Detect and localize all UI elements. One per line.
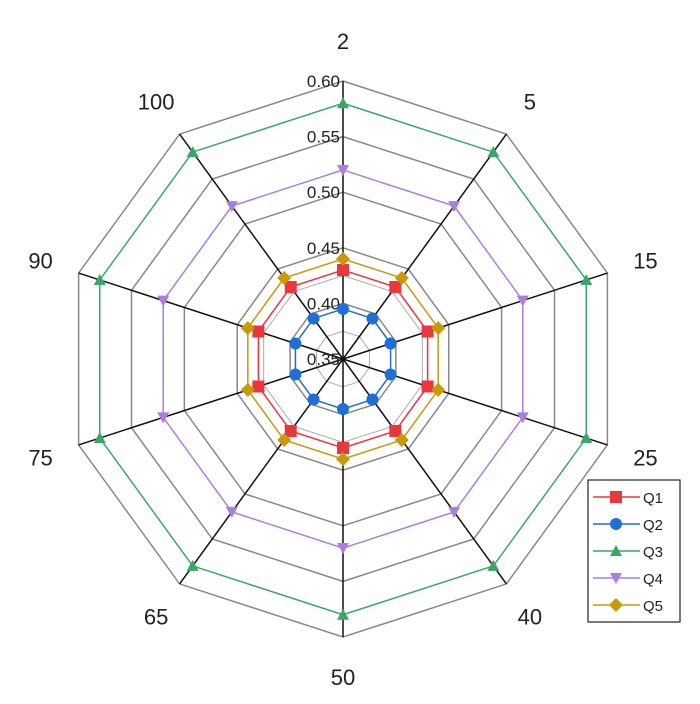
marker-square: [389, 281, 402, 294]
marker-diamond: [336, 452, 350, 467]
series-Q3: [93, 97, 593, 620]
category-label: 75: [28, 445, 52, 470]
marker-triangle-up: [580, 432, 593, 444]
marker-triangle-down: [157, 412, 170, 424]
marker-circle: [610, 518, 622, 530]
legend-label: Q4: [643, 571, 663, 588]
category-label: 65: [144, 604, 168, 629]
marker-circle: [289, 337, 302, 350]
marker-circle: [307, 312, 320, 325]
marker-circle: [366, 312, 379, 325]
marker-triangle-down: [516, 412, 529, 424]
legend-label: Q3: [643, 544, 663, 561]
marker-diamond: [240, 382, 255, 397]
legend: Q1 Q2 Q3 Q4 Q5: [587, 479, 681, 623]
marker-triangle-down: [448, 201, 461, 213]
r-tick-label: 0.60: [307, 72, 340, 91]
axis-spoke: [178, 358, 344, 585]
marker-triangle-down: [610, 573, 622, 584]
marker-triangle-down: [225, 506, 238, 518]
marker-triangle-down: [337, 164, 349, 176]
marker-triangle-up: [487, 559, 500, 571]
axis-spoke: [342, 358, 508, 585]
marker-square: [421, 380, 434, 393]
marker-diamond: [394, 432, 409, 447]
marker-diamond: [277, 432, 292, 447]
marker-diamond: [277, 271, 292, 286]
legend-label: Q1: [643, 490, 663, 507]
marker-square: [284, 424, 297, 437]
marker-circle: [289, 368, 302, 381]
marker-triangle-up: [487, 146, 500, 158]
marker-square: [284, 281, 297, 294]
r-tick-label: 0.40: [307, 294, 340, 313]
series-Q4: [157, 164, 529, 555]
marker-triangle-down: [225, 201, 238, 213]
marker-triangle-down: [337, 543, 349, 555]
marker-diamond: [394, 271, 409, 286]
axis-spoke: [78, 358, 344, 446]
marker-diamond: [431, 321, 446, 336]
marker-circle: [384, 368, 397, 381]
category-label: 40: [518, 604, 542, 629]
marker-diamond: [336, 251, 350, 266]
marker-triangle-up: [580, 273, 593, 285]
marker-triangle-up: [186, 146, 199, 158]
marker-triangle-up: [93, 273, 106, 285]
axis-spoke: [342, 358, 608, 446]
r-tick-label: 0.50: [307, 183, 340, 202]
marker-circle: [366, 393, 379, 406]
marker-square: [389, 424, 402, 437]
r-tick-label: 0.55: [307, 128, 340, 147]
marker-square: [337, 264, 349, 277]
marker-circle: [384, 337, 397, 350]
category-label: 90: [28, 249, 52, 274]
category-label: 25: [633, 445, 657, 470]
marker-square: [421, 325, 434, 338]
marker-circle: [337, 403, 349, 416]
marker-diamond: [240, 321, 255, 336]
marker-triangle-up: [337, 97, 349, 109]
marker-diamond: [431, 382, 446, 397]
r-tick-label: 0.45: [307, 239, 340, 258]
marker-triangle-up: [610, 545, 622, 556]
axis-spoke: [78, 272, 344, 360]
axis-spoke: [342, 133, 508, 360]
category-label: 15: [633, 249, 657, 274]
marker-triangle-down: [157, 295, 170, 307]
series-Q2: [289, 302, 397, 416]
marker-diamond: [609, 598, 623, 612]
category-label: 50: [331, 665, 355, 690]
marker-square: [252, 325, 265, 338]
series-Q1: [252, 264, 434, 454]
marker-circle: [307, 393, 320, 406]
series-Q5: [240, 251, 446, 467]
legend-label: Q2: [643, 517, 663, 534]
category-label: 5: [524, 90, 536, 115]
marker-triangle-up: [93, 432, 106, 444]
category-label: 2: [337, 29, 349, 54]
marker-triangle-up: [337, 608, 349, 620]
r-tick-label: 0.35: [307, 350, 340, 369]
category-label: 100: [138, 90, 175, 115]
axis-spoke: [342, 272, 608, 360]
legend-label: Q5: [643, 598, 663, 615]
marker-square: [252, 380, 265, 393]
marker-triangle-up: [186, 559, 199, 571]
marker-square: [610, 491, 622, 503]
marker-circle: [337, 302, 349, 315]
marker-triangle-down: [448, 506, 461, 518]
marker-triangle-down: [516, 295, 529, 307]
marker-square: [337, 441, 349, 454]
